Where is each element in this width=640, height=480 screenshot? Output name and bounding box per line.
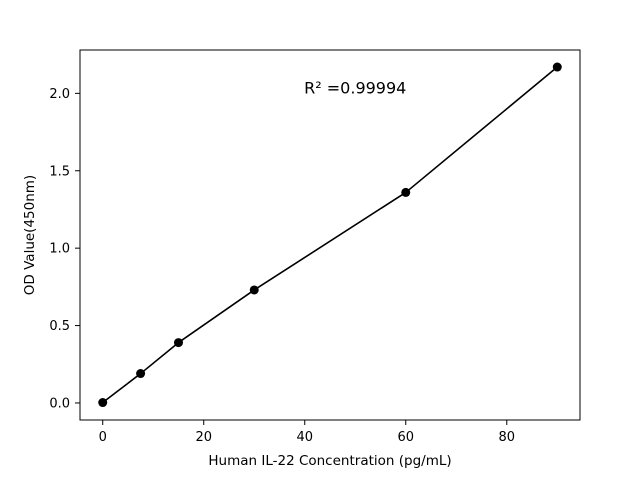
data-point-marker	[401, 187, 411, 197]
y-tick-label: 0.0	[49, 396, 70, 411]
y-tick-label: 0.5	[49, 319, 70, 334]
y-tick-label: 1.0	[49, 242, 70, 257]
r-squared-annotation: R² =0.99994	[304, 78, 406, 97]
x-axis-label: Human IL-22 Concentration (pg/mL)	[208, 453, 451, 469]
y-tick-label: 2.0	[49, 87, 70, 102]
plot-frame	[79, 49, 581, 421]
data-point-marker	[249, 285, 259, 295]
x-tick-label: 80	[498, 430, 515, 445]
y-tick-label: 1.5	[49, 164, 70, 179]
x-tick-label: 60	[397, 430, 414, 445]
data-point-marker	[136, 369, 146, 379]
y-axis-label: OD Value(450nm)	[22, 175, 38, 295]
x-tick-label: 20	[195, 430, 212, 445]
fit-line	[102, 66, 558, 404]
data-point-marker	[98, 398, 108, 408]
x-tick-label: 0	[99, 430, 107, 445]
data-point-marker	[173, 338, 183, 348]
x-tick-label: 40	[296, 430, 313, 445]
data-point-marker	[552, 62, 562, 72]
